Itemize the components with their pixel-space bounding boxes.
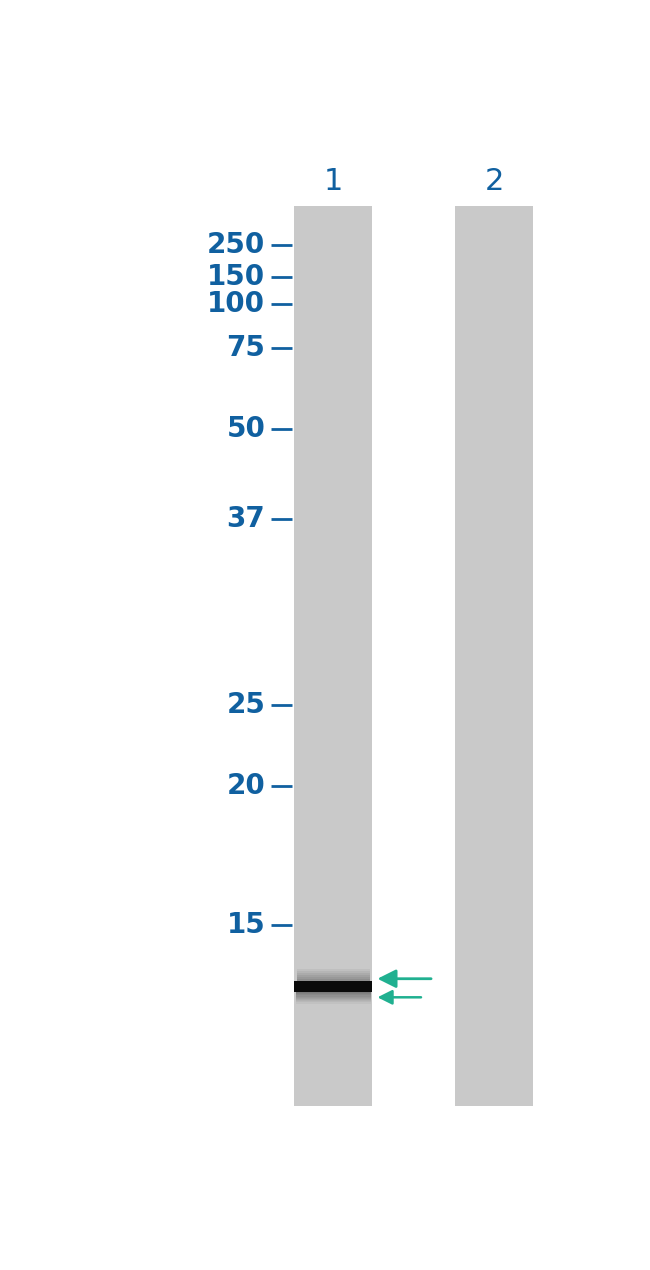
Text: 20: 20	[227, 772, 265, 800]
Text: 250: 250	[207, 231, 265, 259]
Bar	[296, 969, 370, 972]
Text: 15: 15	[227, 911, 265, 939]
Bar	[296, 979, 370, 980]
Bar	[296, 975, 370, 977]
Text: 1: 1	[324, 168, 343, 197]
Text: 37: 37	[227, 505, 265, 533]
Text: 2: 2	[485, 168, 504, 197]
Bar	[296, 977, 370, 979]
Text: 75: 75	[226, 334, 265, 362]
Bar	[294, 980, 372, 992]
Text: 100: 100	[207, 290, 265, 318]
Bar	[296, 973, 370, 975]
Text: 50: 50	[226, 415, 265, 443]
Bar	[296, 972, 370, 973]
Bar	[455, 206, 534, 1106]
Text: 25: 25	[226, 691, 265, 719]
Text: 150: 150	[207, 263, 265, 291]
Bar	[294, 206, 372, 1106]
